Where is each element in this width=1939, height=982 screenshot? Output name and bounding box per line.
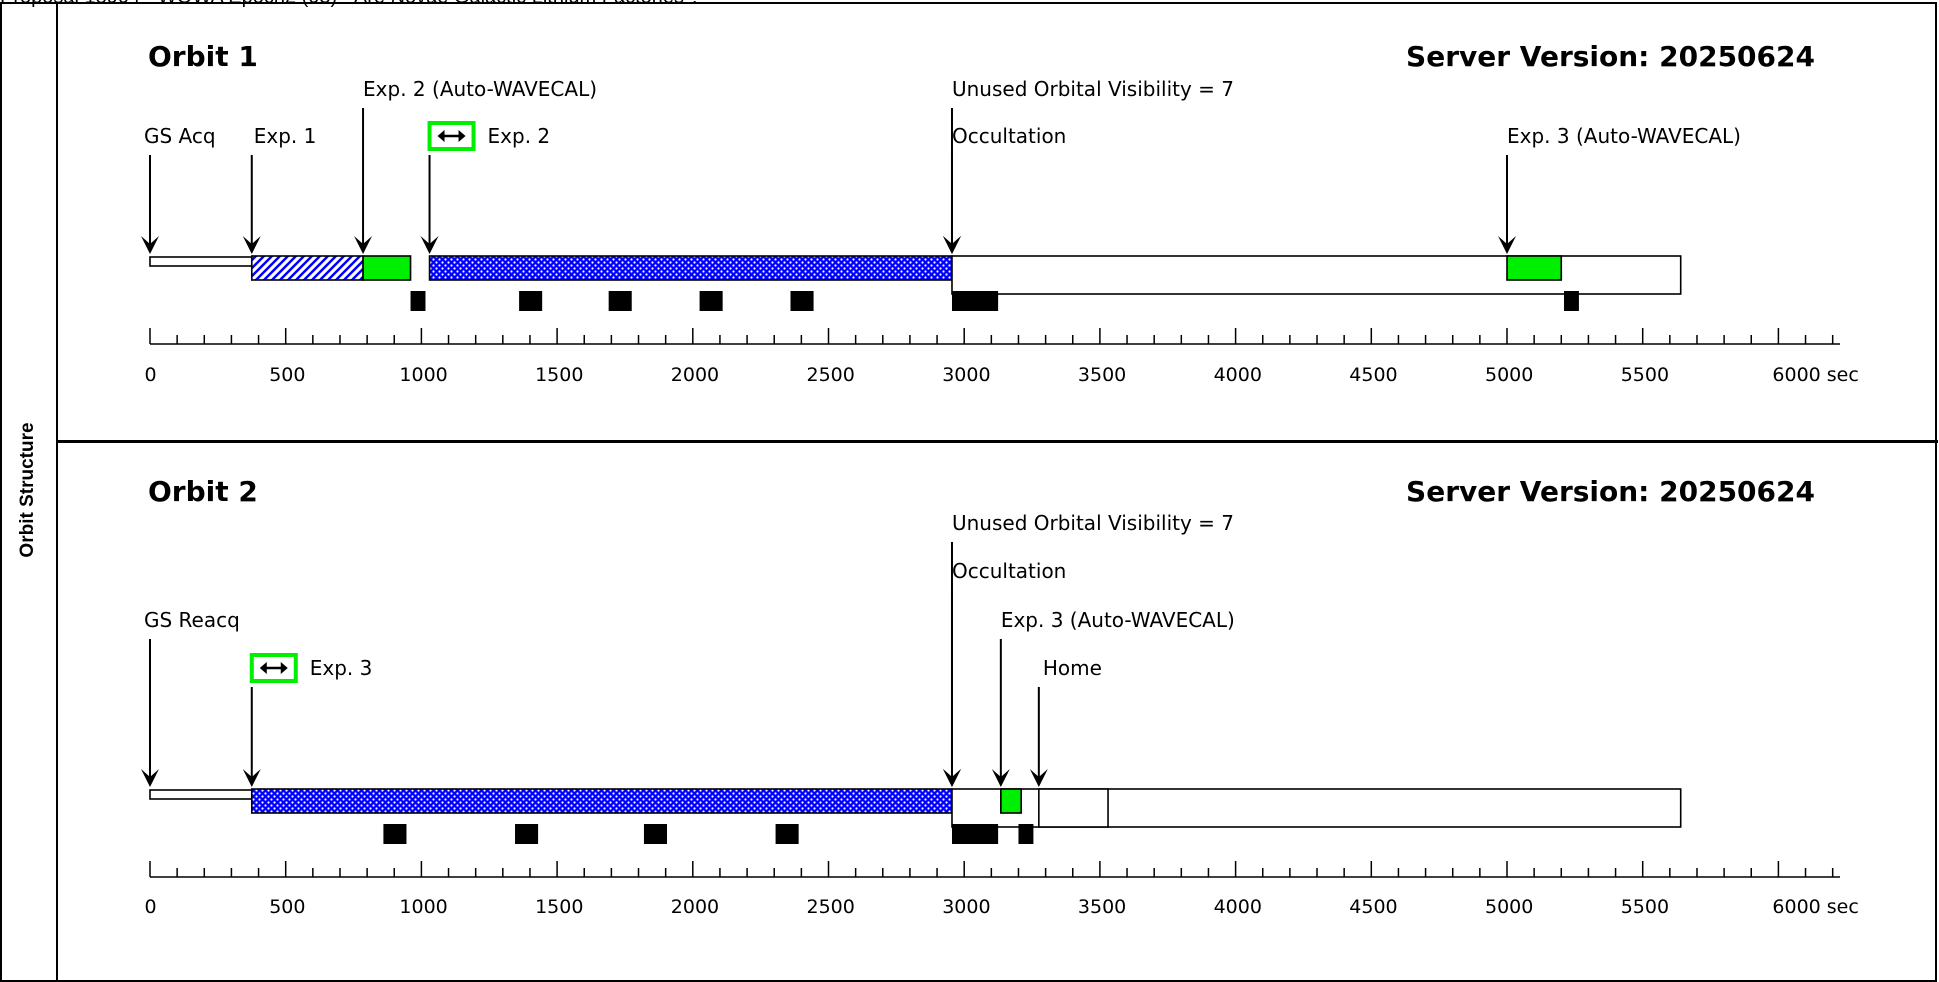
exposure-icon xyxy=(427,121,476,151)
tick-label: 1500 xyxy=(535,896,583,918)
orbit-separator xyxy=(56,440,1938,443)
tick-label: 4000 xyxy=(1214,896,1262,918)
event-label: Exp. 3 (Auto-WAVECAL) xyxy=(1001,608,1235,632)
event-label: Exp. 2 xyxy=(488,124,551,148)
arrow-head xyxy=(141,769,159,787)
event-label: Exp. 1 xyxy=(254,124,317,148)
event-label: Exp. 2 (Auto-WAVECAL) xyxy=(363,77,597,101)
tick-label: 2000 xyxy=(671,364,719,386)
arrow-head xyxy=(354,236,373,254)
gap-mark xyxy=(608,291,632,311)
tick-label: 2000 xyxy=(671,896,719,918)
arrow-head xyxy=(242,769,261,787)
tick-label: 6000 sec xyxy=(1772,896,1858,918)
tick-label: 0 xyxy=(145,896,157,918)
plain-bar xyxy=(149,789,253,800)
tick-label: 1000 xyxy=(399,364,447,386)
gap-mark xyxy=(515,824,539,844)
arrow-head xyxy=(420,236,439,254)
side-separator xyxy=(56,2,58,982)
tick-label: 0 xyxy=(145,364,157,386)
event-label: GS Reacq xyxy=(144,608,240,632)
arrow-head xyxy=(991,769,1010,787)
green-bar xyxy=(362,255,412,281)
arrow-head xyxy=(1029,769,1048,787)
arrow-head xyxy=(1498,236,1516,254)
gap-mark xyxy=(951,291,999,311)
event-label: GS Acq xyxy=(144,124,216,148)
gap-mark xyxy=(383,824,407,844)
gap-mark xyxy=(790,291,814,311)
orbit-title: Orbit 1 xyxy=(148,40,258,73)
tick-label: 4500 xyxy=(1349,364,1397,386)
arrow-head xyxy=(942,769,961,787)
outline-bar xyxy=(1038,788,1109,828)
server-version: Server Version: 20250624 xyxy=(1406,475,1815,508)
dots-bar xyxy=(428,255,953,281)
event-label: Exp. 3 xyxy=(310,656,373,680)
gap-mark xyxy=(951,824,999,844)
tick-label: 1000 xyxy=(399,896,447,918)
arrow-head xyxy=(141,236,159,254)
plain-bar xyxy=(149,256,253,267)
tick-label: 5000 xyxy=(1485,364,1533,386)
gap-mark xyxy=(519,291,543,311)
orbit-2: Orbit 2 Server Version: 20250624 xyxy=(148,475,1815,508)
green-bar xyxy=(1506,255,1563,281)
orbit-title: Orbit 2 xyxy=(148,475,258,508)
event-label: Occultation xyxy=(952,559,1066,583)
server-version: Server Version: 20250624 xyxy=(1406,40,1815,73)
outline-bar xyxy=(951,255,1682,295)
tick-label: 6000 sec xyxy=(1772,364,1858,386)
orbit-timeline: 0 500 1000 1500 2000 2500 3000 3500 4000 4500 5000… xyxy=(141,77,1859,386)
orbit-1: Orbit 1 Server Version: 20250624 xyxy=(148,40,1815,73)
gap-mark xyxy=(1563,291,1579,311)
event-label: Unused Orbital Visibility = 7 xyxy=(952,77,1234,101)
dots-bar xyxy=(250,788,953,814)
gap-mark xyxy=(775,824,799,844)
tick-label: 3500 xyxy=(1078,896,1126,918)
gap-mark xyxy=(699,291,723,311)
tick-label: 3000 xyxy=(942,896,990,918)
tick-label: 4000 xyxy=(1214,364,1262,386)
tick-label: 3000 xyxy=(942,364,990,386)
tick-label: 2500 xyxy=(807,896,855,918)
event-label: Unused Orbital Visibility = 7 xyxy=(952,511,1234,535)
tick-label: 1500 xyxy=(535,364,583,386)
arrow-head xyxy=(942,236,961,254)
arrow-head xyxy=(242,236,261,254)
gap-mark xyxy=(643,824,668,844)
exposure-icon xyxy=(249,653,298,683)
event-label: Exp. 3 (Auto-WAVECAL) xyxy=(1507,124,1741,148)
proposal-title: Proposal 18904 - WOWA Epoch2 (03) - Are … xyxy=(0,0,701,9)
tick-label: 500 xyxy=(269,364,305,386)
hatch-bar xyxy=(250,255,364,281)
tick-label: 500 xyxy=(269,896,305,918)
tick-label: 3500 xyxy=(1078,364,1126,386)
event-label: Occultation xyxy=(952,124,1066,148)
tick-label: 4500 xyxy=(1349,896,1397,918)
tick-label: 5500 xyxy=(1621,896,1669,918)
tick-label: 2500 xyxy=(807,364,855,386)
green-bar xyxy=(1000,788,1022,814)
gap-mark xyxy=(410,291,426,311)
tick-label: 5500 xyxy=(1621,364,1669,386)
gap-mark xyxy=(1018,824,1034,844)
event-label: Home xyxy=(1043,656,1102,680)
orbit-timeline: 0 500 1000 1500 2000 2500 3000 3500 4000 4500 5000… xyxy=(141,511,1859,918)
tick-label: 5000 xyxy=(1485,896,1533,918)
